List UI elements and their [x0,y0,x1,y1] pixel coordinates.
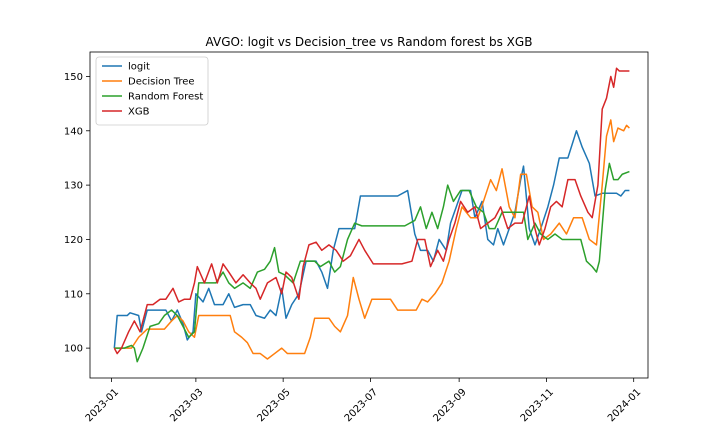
chart-title: AVGO: logit vs Decision_tree vs Random f… [206,35,533,49]
legend: logit Decision Tree Random Forest XGB [95,56,209,126]
y-tick-label: 100 [64,344,83,355]
axes-frame [89,51,649,379]
y-tick-label: 150 [64,72,83,83]
series-line-logit [113,130,630,349]
legend-label: Decision Tree [128,77,195,88]
legend-label: Random Forest [128,92,203,103]
legend-label: logit [128,62,150,73]
series-line-random-forest [114,162,630,363]
series-lines [113,67,630,363]
legend-label: XGB [128,107,150,118]
y-tick-label: 130 [64,181,83,192]
y-tick-label: 120 [64,235,83,246]
y-tick-label: 140 [64,126,83,137]
y-axis: 100 110 120 130 140 150 [64,72,90,355]
series-line-xgb [113,67,630,355]
y-tick-label: 110 [64,289,83,300]
legend-box [95,56,209,126]
series-line-decision-tree [114,119,630,360]
